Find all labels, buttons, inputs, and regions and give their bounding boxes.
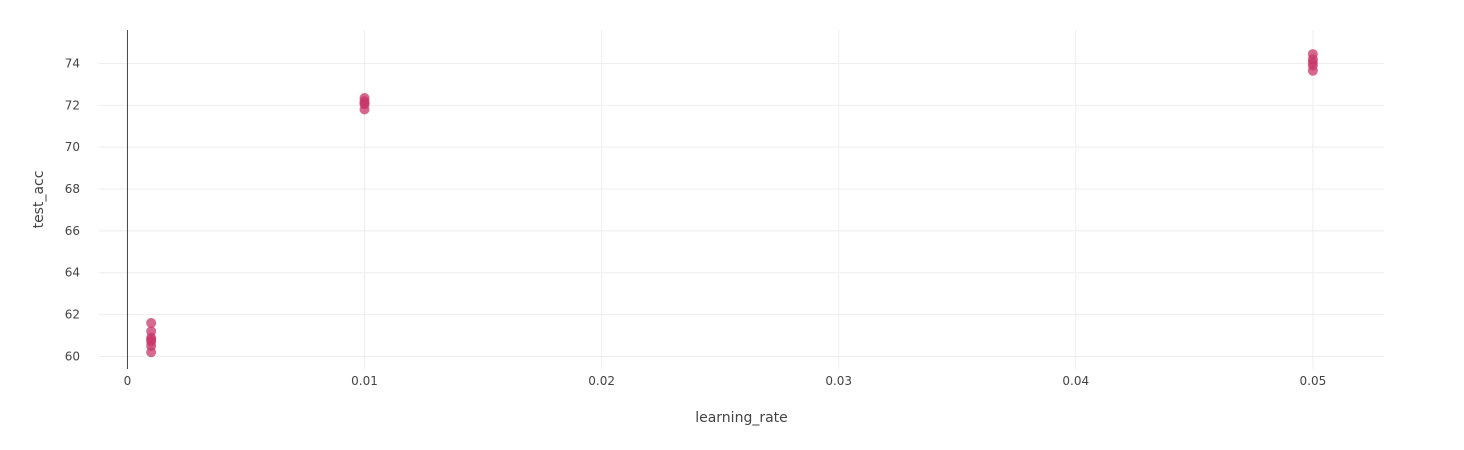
y-tick-label: 64 — [65, 266, 80, 280]
y-tick-label: 74 — [65, 56, 80, 70]
y-tick-label: 70 — [65, 140, 80, 154]
data-points — [146, 49, 1318, 358]
data-point — [1307, 65, 1318, 76]
tick-labels: 0 0.01 0.02 0.03 0.04 0.05 60 62 64 66 68 70 72 74 — [65, 56, 1327, 388]
x-tick-label: 0 — [124, 374, 132, 388]
y-tick-label: 62 — [65, 308, 80, 322]
grid — [99, 30, 1384, 369]
y-tick-label: 72 — [65, 98, 80, 112]
y-axis-title: test_acc — [31, 171, 47, 229]
x-tick-label: 0.01 — [351, 374, 378, 388]
x-tick-label: 0.02 — [588, 374, 615, 388]
data-point — [359, 104, 370, 115]
x-tick-label: 0.03 — [825, 374, 852, 388]
y-tick-label: 68 — [65, 182, 80, 196]
x-axis-title: learning_rate — [695, 410, 788, 426]
x-tick-label: 0.05 — [1300, 374, 1327, 388]
y-tick-label: 66 — [65, 224, 80, 238]
x-tick-label: 0.04 — [1062, 374, 1089, 388]
data-point — [146, 317, 157, 328]
y-tick-label: 60 — [65, 349, 80, 363]
data-point — [146, 347, 157, 358]
